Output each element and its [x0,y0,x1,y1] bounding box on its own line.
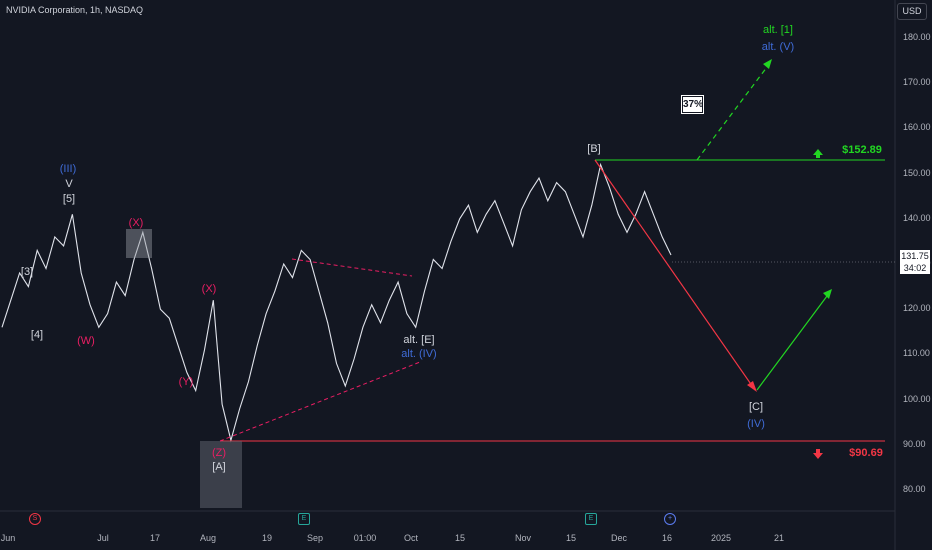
wave-label-alt-iv: alt. (IV) [401,348,437,360]
alt-projection-arrowhead [763,59,772,69]
earnings-event-icon[interactable]: E [298,513,310,525]
wave-label-4: [4] [30,329,44,341]
wave-label-alt-1: alt. [1] [763,24,793,36]
y-tick-label: 170.00 [903,77,931,88]
x-tick-label: Jun [0,533,16,543]
y-tick-label: 80.00 [903,484,926,494]
x-tick-label: Aug [199,533,217,543]
wave-label-3: [3] [20,266,34,278]
chart-title: NVIDIA Corporation, 1h, NASDAQ [6,5,144,15]
y-tick-label: 90.00 [903,438,926,449]
y-tick-label: 110.00 [903,348,930,359]
split-event-icon[interactable]: S [29,513,41,525]
bar-countdown: 34:02 [903,263,927,273]
x-tick-label: Oct [403,533,419,543]
zone-box-a [200,441,242,508]
wave-label-z: (Z) [211,447,227,459]
x-tick-label: 21 [773,533,785,543]
projection-down-arrowhead [747,381,757,392]
wave-label-x1: (X) [128,217,144,229]
wave-label-alt-v: alt. (V) [761,41,795,53]
triangle-upper-line [291,258,413,277]
level-label-upper: $152.89 [842,144,882,156]
x-tick-label: Nov [514,533,532,543]
x-tick-label: 19 [261,533,273,543]
x-tick-label: Sep [306,533,324,543]
earnings-event-icon-2[interactable]: E [585,513,597,525]
wave-label-w: (W) [77,335,95,347]
y-tick-label: 120.00 [903,303,931,314]
wave-label-y: (Y) [178,376,194,388]
projection-up-line [756,291,831,391]
wave-label-iv: (IV) [747,418,765,430]
level-down-arrow-icon [813,449,823,459]
wave-label-a: [A] [212,461,226,473]
level-up-arrow-icon [813,149,823,158]
y-tick-label: 100.00 [903,393,931,404]
wave-label-x2: (X) [201,283,217,295]
add-event-icon[interactable]: + [664,513,676,525]
y-tick-label: 160.00 [903,122,931,133]
wave-label-5: [5] [62,193,76,205]
x-tick-label: 16 [661,533,673,543]
y-tick-label: 180.00 [903,32,931,42]
x-tick-label: 01:00 [353,533,377,543]
triangle-lower-line [219,361,421,442]
wave-label-v: V [65,178,73,190]
projection-down-line [594,159,756,391]
wave-label-iii: (III) [59,163,77,175]
x-tick-label: 15 [454,533,466,543]
currency-button[interactable]: USD [897,3,927,20]
y-tick-label: 140.00 [903,212,931,223]
x-tick-label: Dec [610,533,628,543]
x-tick-label: 2025 [710,533,732,543]
wave-label-c: [C] [748,401,764,413]
projection-up-arrowhead [823,289,832,299]
x-tick-label: Jul [97,533,109,543]
alt-projection-line [696,62,771,161]
x-tick-label: 17 [149,533,161,543]
current-price-value: 131.75 [901,251,929,261]
percent-badge: 37% [681,95,704,114]
level-label-lower: $90.69 [849,447,883,459]
y-tick-label: 150.00 [903,167,931,178]
zone-box-x [126,229,152,258]
wave-label-b: [B] [587,143,601,155]
price-series-line [1,162,672,443]
x-tick-label: 15 [565,533,577,543]
current-price-label: 131.75 34:02 [900,250,930,274]
wave-label-alt-e: alt. [E] [403,334,435,346]
